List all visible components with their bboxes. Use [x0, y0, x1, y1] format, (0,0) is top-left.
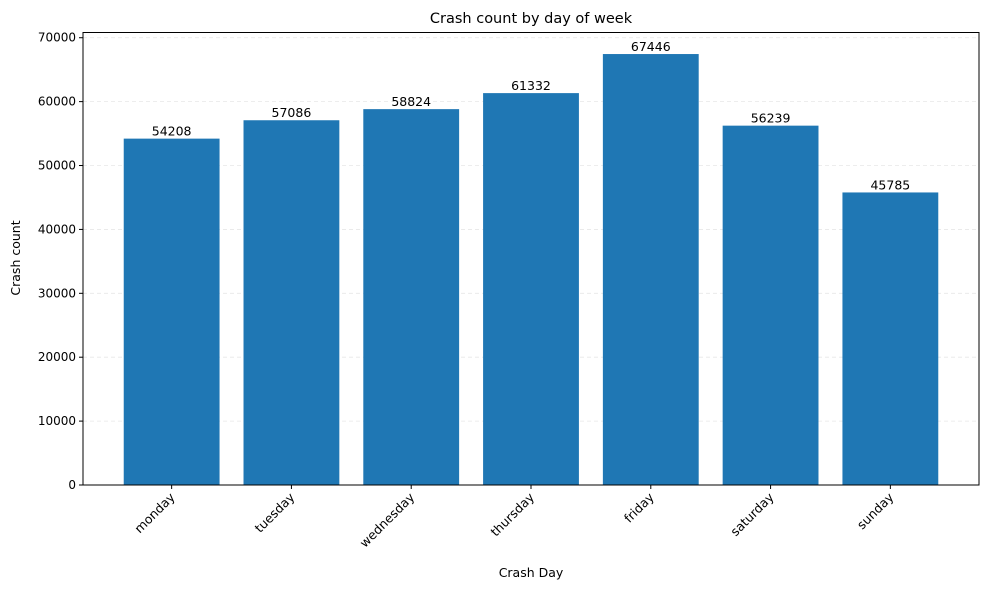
- bar-thursday: [483, 93, 579, 485]
- bar-value-label: 61332: [511, 78, 551, 93]
- bar-value-label: 56239: [751, 111, 791, 126]
- x-tick-label: friday: [621, 489, 657, 525]
- y-tick-label: 20000: [38, 350, 76, 364]
- x-tick-label: sunday: [854, 489, 897, 532]
- bar-sunday: [842, 192, 939, 485]
- y-tick-label: 40000: [38, 222, 76, 236]
- x-tick-label: monday: [131, 489, 178, 536]
- x-axis-label: Crash Day: [499, 565, 564, 580]
- y-tick-label: 0: [68, 478, 76, 492]
- bar-wednesday: [363, 109, 460, 485]
- y-tick-label: 70000: [38, 31, 76, 45]
- bar-value-label: 57086: [272, 105, 312, 120]
- x-tick-label: thursday: [487, 489, 537, 539]
- y-tick-label: 50000: [38, 159, 76, 173]
- y-axis-label: Crash count: [8, 220, 23, 295]
- x-tick-label: saturday: [727, 489, 777, 539]
- bar-saturday: [722, 125, 819, 486]
- y-tick-label: 60000: [38, 95, 76, 109]
- y-tick-label: 30000: [38, 286, 76, 300]
- x-tick-label: tuesday: [252, 489, 298, 535]
- bar-value-label: 67446: [631, 39, 671, 54]
- bar-value-label: 58824: [391, 94, 431, 109]
- bar-value-label: 45785: [870, 177, 910, 192]
- bar-monday: [123, 138, 220, 485]
- chart-title: Crash count by day of week: [430, 11, 633, 27]
- bar-friday: [602, 54, 699, 486]
- x-tick-label: wednesday: [357, 489, 418, 550]
- bar-tuesday: [243, 120, 340, 485]
- bar-value-label: 54208: [152, 124, 192, 139]
- plot-frame: [82, 32, 980, 486]
- y-tick-label: 10000: [38, 414, 76, 428]
